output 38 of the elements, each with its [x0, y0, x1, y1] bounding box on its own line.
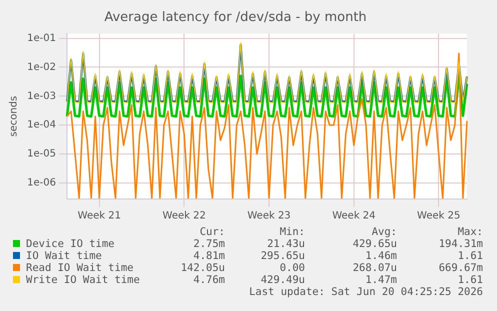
- text: 669.67m: [438, 262, 483, 274]
- legend-label: Device IO time: [26, 238, 115, 250]
- text: 2.75m: [193, 238, 225, 250]
- text: 142.05u: [180, 262, 225, 274]
- text: 4.81m: [193, 250, 225, 262]
- legend-label: Read IO Wait time: [26, 262, 134, 274]
- text: 268.07u: [352, 262, 397, 274]
- text: Min:: [280, 226, 305, 238]
- legend-label: Write IO Wait time: [26, 274, 140, 286]
- y-tick-label: 1e-04: [27, 120, 56, 131]
- x-tick-label: Week 23: [247, 210, 291, 222]
- y-axis-title: seconds: [8, 96, 20, 137]
- y-tick-label: 1e-03: [27, 90, 56, 102]
- legend-label: IO Wait time: [26, 250, 102, 262]
- text: 429.65u: [352, 238, 397, 250]
- text: 1.61: [458, 274, 483, 286]
- text: 21.43u: [267, 238, 305, 250]
- x-tick-label: Week 21: [78, 210, 121, 222]
- text: 1.46m: [365, 250, 397, 262]
- y-tick-label: 1e-06: [27, 178, 56, 189]
- x-tick-label: Week 22: [162, 210, 206, 222]
- text: 0.00: [280, 262, 305, 274]
- text: 429.49u: [260, 274, 305, 286]
- chart-title: Average latency for /dev/sda - by month: [104, 10, 367, 26]
- x-tick-label: Week 24: [332, 210, 376, 222]
- x-tick-label: Week 25: [417, 210, 460, 222]
- text: Avg:: [372, 226, 397, 238]
- text: Max:: [458, 226, 483, 238]
- y-tick-label: 1e-05: [27, 148, 56, 160]
- text: 194.31m: [438, 238, 483, 250]
- y-tick-label: 1e-02: [27, 62, 56, 73]
- text: 1.61: [458, 250, 483, 262]
- text: 1.47m: [365, 274, 397, 286]
- text: 295.65u: [260, 250, 305, 262]
- text: Last update: Sat Jun 20 04:25:25 2026: [249, 286, 483, 298]
- y-tick-label: 1e-01: [27, 32, 56, 44]
- text: 4.76m: [193, 274, 225, 286]
- text: Cur:: [200, 226, 225, 238]
